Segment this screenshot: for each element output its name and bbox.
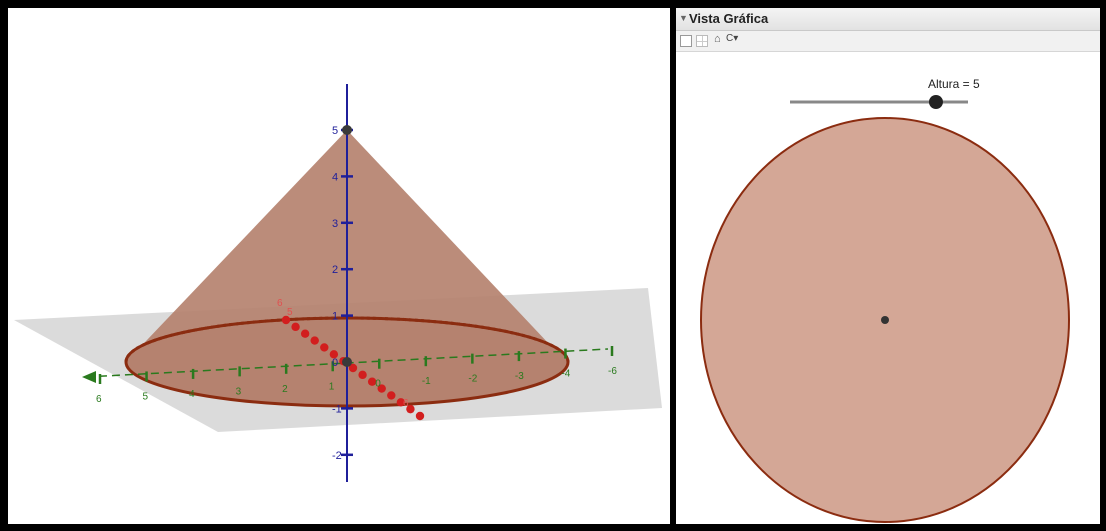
- y-axis-point: [377, 384, 386, 393]
- y-axis-point: [415, 411, 425, 421]
- x-tick-label: -6: [608, 366, 617, 377]
- x-tick-label: 5: [143, 391, 149, 402]
- z-tick-label: 2: [332, 264, 338, 276]
- x-tick-label: 4: [189, 389, 195, 400]
- panel-titlebar[interactable]: ▼ Vista Gráfica: [676, 8, 1100, 31]
- slider-label: Altura = 5: [928, 77, 980, 91]
- graphics-2d-canvas[interactable]: Altura = 5: [676, 8, 1100, 524]
- x-tick-label: 3: [236, 386, 242, 397]
- more-options-icon[interactable]: C▾: [726, 33, 739, 44]
- y-axis-point: [329, 350, 339, 359]
- x-axis-labels: 6 5 4 3 2 1 0 -1 -2 -3 -4 -6: [96, 366, 617, 405]
- apex-point[interactable]: [342, 125, 352, 135]
- show-grid-icon[interactable]: [696, 35, 708, 47]
- y-axis-points: [281, 315, 425, 421]
- origin-point[interactable]: [342, 357, 352, 367]
- show-axes-icon[interactable]: [680, 35, 692, 47]
- y-axis-point: [320, 343, 329, 352]
- y-axis-point: [387, 391, 396, 400]
- x-tick-label: 6: [96, 394, 102, 405]
- center-point[interactable]: [881, 316, 889, 324]
- z-axis-labels: 5 4 3 2 1 0 -1 -2: [332, 125, 342, 462]
- z-tick-label: -2: [332, 450, 342, 462]
- y-axis-point: [300, 329, 310, 338]
- z-tick-label: -1: [332, 403, 342, 415]
- x-tick-label: -3: [515, 371, 524, 382]
- y-tick-label: 5: [287, 307, 293, 318]
- home-icon[interactable]: ⌂: [714, 33, 721, 45]
- z-tick-label: 0: [332, 357, 338, 369]
- y-axis-labels: 656: [277, 298, 409, 409]
- x-axis-arrow: [82, 371, 96, 383]
- y-axis-point: [358, 370, 367, 380]
- z-tick-label: 1: [332, 311, 338, 323]
- x-tick-label: 1: [329, 381, 335, 392]
- collapse-triangle-icon[interactable]: ▼: [679, 13, 688, 23]
- x-axis-ticks: [98, 346, 614, 384]
- y-axis-point: [348, 363, 358, 373]
- z-tick-label: 5: [332, 125, 338, 137]
- style-toolbar: ⌂ C▾: [676, 31, 1100, 52]
- y-tick-label: 6: [277, 298, 283, 309]
- y-axis-point: [310, 336, 319, 345]
- slider-knob[interactable]: [928, 95, 943, 109]
- z-tick-label: 3: [332, 218, 338, 230]
- y-tick-label: 6: [403, 398, 409, 409]
- x-tick-label: 2: [282, 384, 288, 395]
- x-tick-label: 0: [375, 379, 381, 390]
- y-axis-point: [367, 377, 377, 386]
- graphics-2d-view[interactable]: ▼ Vista Gráfica ⌂ C▾ Altura = 5: [676, 8, 1100, 524]
- y-axis-point: [291, 322, 300, 332]
- y-axis-point: [281, 315, 291, 325]
- x-tick-label: -2: [468, 374, 477, 385]
- y-axis-point: [396, 398, 406, 407]
- x-tick-label: -1: [422, 376, 431, 387]
- y-axis-point: [406, 404, 415, 414]
- panel-title: Vista Gráfica: [689, 11, 769, 26]
- z-tick-label: 4: [332, 171, 338, 183]
- x-tick-label: -4: [561, 369, 570, 380]
